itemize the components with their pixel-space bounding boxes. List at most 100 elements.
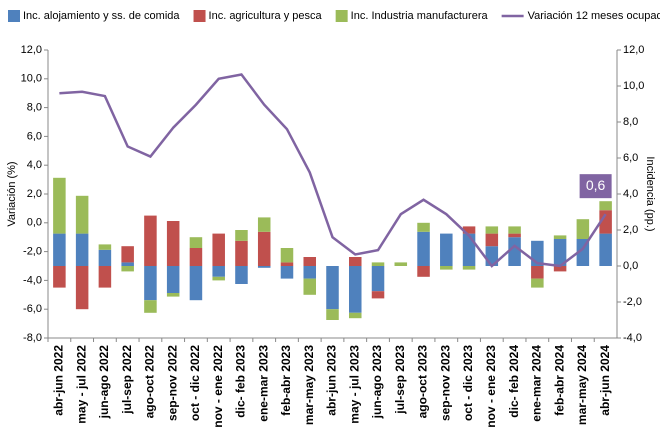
bar: [371, 291, 385, 299]
x-tick-label: dic- feb 2023: [234, 345, 248, 418]
line: [59, 73, 607, 268]
y-tick-label: 8,0: [27, 102, 42, 114]
bar: [121, 262, 134, 266]
bar: [417, 222, 430, 232]
x-tick-label: nov - ene 2023: [484, 345, 498, 428]
bar: [189, 248, 203, 266]
x-tick-label: feb-abr 2024: [552, 345, 566, 416]
bar: [144, 215, 157, 266]
bar: [121, 266, 134, 272]
x-tick-label: may - jul 2022: [74, 345, 88, 424]
bar: [462, 233, 476, 266]
y2-tick-label: -2,0: [623, 296, 642, 308]
bar: [280, 248, 294, 263]
bar: [166, 266, 180, 293]
x-tick-label: abr-jun 2023: [325, 345, 339, 416]
bar: [257, 217, 271, 232]
y2-axis-title: Incidencia (pp.): [644, 156, 656, 231]
y2-tick-label: 4,0: [623, 188, 638, 200]
x-tick-label: abr-jun 2024: [598, 345, 612, 416]
bar: [417, 231, 430, 266]
x-tick-label: ago-oct 2022: [143, 345, 157, 419]
x-tick-label: mar-may 2024: [575, 345, 589, 425]
annotation: 0,6: [586, 177, 606, 193]
bar: [144, 266, 157, 301]
bar: [599, 233, 612, 266]
bar: [485, 233, 499, 247]
y-tick-label: 12,0: [21, 44, 42, 56]
y-tick-label: -2,0: [23, 246, 42, 258]
bar: [189, 237, 203, 248]
bar: [349, 266, 362, 313]
bar: [303, 278, 316, 295]
x-tick-label: sep-nov 2023: [438, 345, 452, 421]
x-tick-label: ago-oct 2023: [416, 345, 430, 419]
bar: [257, 266, 271, 268]
bar: [212, 233, 225, 266]
bar: [599, 210, 612, 234]
x-tick-label: jul-sep 2022: [120, 345, 134, 415]
bar: [440, 266, 453, 270]
bar: [98, 266, 112, 288]
bar: [599, 201, 612, 211]
bar: [235, 266, 248, 284]
y-tick-label: -8,0: [23, 332, 42, 344]
bar: [326, 309, 339, 320]
bar: [508, 233, 521, 238]
x-tick-label: ene-mar 2024: [530, 345, 544, 422]
bar: [440, 233, 453, 266]
y-tick-label: -4,0: [23, 274, 42, 286]
x-tick-label: ene-mar 2023: [256, 345, 270, 422]
x-tick-label: dic- feb 2024: [507, 345, 521, 418]
legend-swatch: [193, 10, 206, 22]
bar: [212, 266, 225, 277]
y-tick-label: 0,0: [27, 217, 42, 229]
legend-label: Inc. alojamiento y ss. de comida: [23, 10, 180, 22]
bar: [98, 244, 112, 250]
y2-tick-label: 12,0: [623, 44, 644, 56]
y2-tick-label: 0,0: [623, 260, 638, 272]
legend-swatch: [8, 10, 20, 22]
bar: [166, 293, 180, 297]
y2-tick-label: -4,0: [623, 332, 642, 344]
x-tick-label: oct - dic 2022: [188, 345, 202, 421]
x-tick-label: jun-ago 2023: [370, 345, 384, 420]
annotation-box: [579, 174, 612, 199]
bar: [349, 312, 362, 319]
bar: [303, 257, 316, 266]
legend-label: Variación 12 meses ocupados: [528, 10, 660, 22]
bar: [462, 266, 476, 270]
bar: [371, 266, 385, 292]
bar: [75, 266, 89, 310]
bar: [212, 276, 225, 281]
bar: [53, 266, 66, 288]
legend-label: Inc. agricultura y pesca: [209, 10, 323, 22]
bar: [280, 262, 294, 266]
bar: [371, 262, 385, 266]
bar: [303, 266, 316, 279]
bar: [531, 266, 544, 279]
y2-tick-label: 6,0: [623, 152, 638, 164]
y-tick-label: 6,0: [27, 130, 42, 142]
bar: [417, 266, 430, 277]
bar: [53, 177, 66, 234]
x-tick-label: mar-may 2023: [302, 345, 316, 425]
bar: [75, 233, 89, 266]
y-axis-title: Variación (%): [6, 161, 18, 226]
bar: [508, 226, 521, 234]
legend-label: Inc. Industria manufacturera: [351, 10, 489, 22]
bar: [144, 300, 157, 313]
y-tick-label: -6,0: [23, 303, 42, 315]
x-tick-label: sep-nov 2022: [165, 345, 179, 421]
bar: [462, 226, 476, 234]
y2-tick-label: 2,0: [623, 224, 638, 236]
bar: [75, 195, 89, 234]
bar: [553, 235, 567, 239]
y2-tick-label: 10,0: [623, 80, 644, 92]
x-tick-label: feb-abr 2023: [279, 345, 293, 416]
legend-swatch: [335, 10, 348, 22]
bar: [235, 240, 248, 266]
x-tick-label: may - jul 2023: [347, 345, 361, 424]
bar: [98, 249, 112, 266]
